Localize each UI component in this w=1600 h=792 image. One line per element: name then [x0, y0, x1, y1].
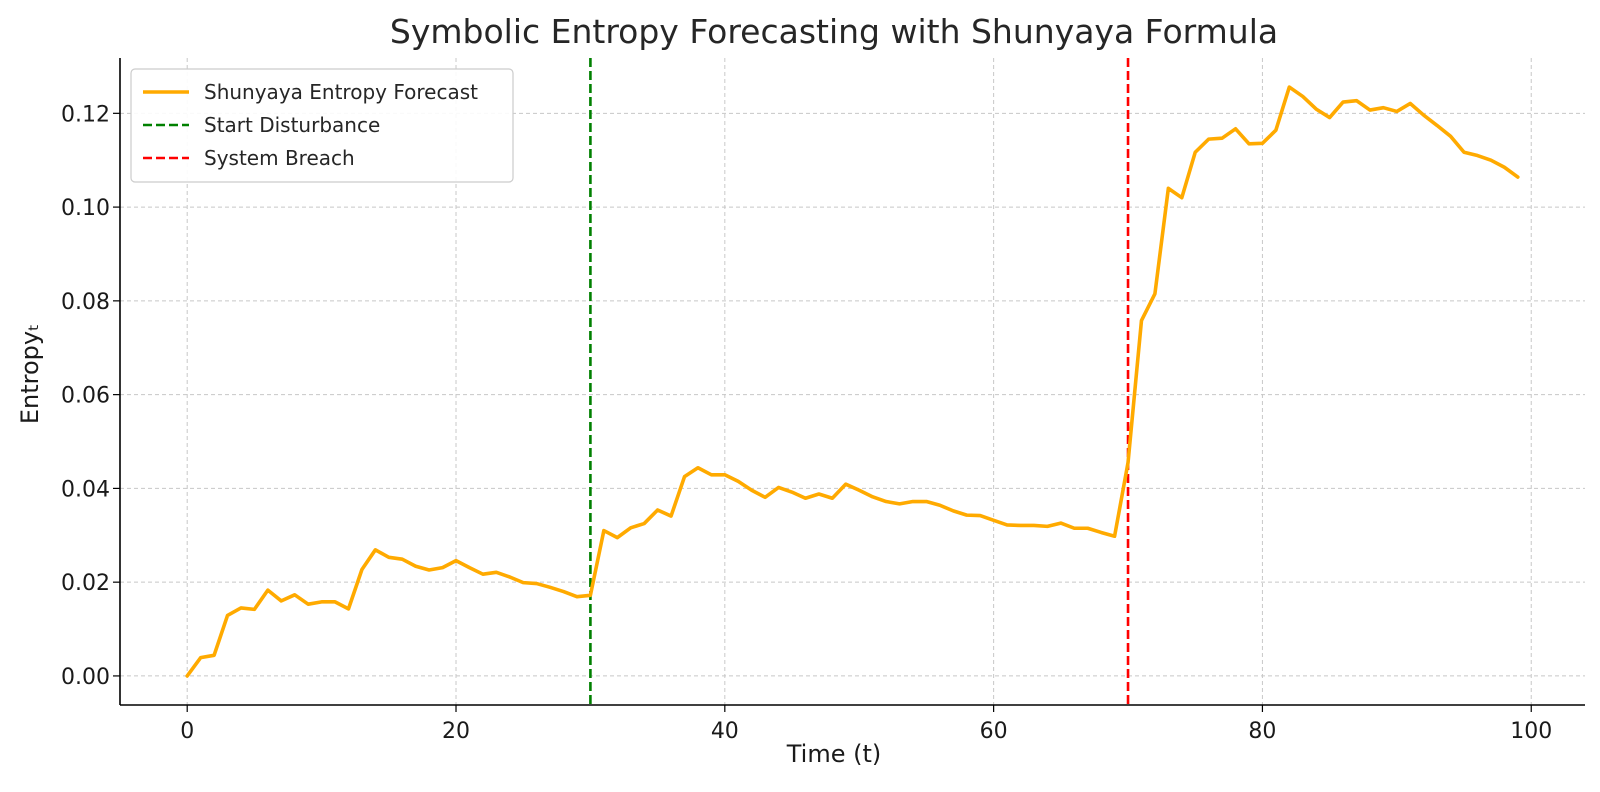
legend-label: System Breach	[204, 146, 355, 170]
axes	[119, 58, 1585, 706]
x-tick-label: 20	[442, 719, 470, 744]
x-tick-label: 100	[1510, 719, 1552, 744]
x-tick-label: 80	[1248, 719, 1276, 744]
y-tick-label: 0.10	[61, 196, 110, 221]
grid	[120, 58, 1585, 705]
ticks: 0 20 40 60 80 100 0.00 0.02 0.04 0.06 0.08 0.10 0.12	[61, 102, 1552, 744]
series-layer	[185, 85, 1520, 678]
legend-label: Shunyaya Entropy Forecast	[204, 80, 478, 104]
x-tick-label: 40	[711, 719, 739, 744]
y-tick-label: 0.08	[61, 290, 110, 315]
series-line-shunyaya-entropy-forecast	[185, 85, 1520, 678]
y-tick-label: 0.04	[61, 477, 110, 502]
y-tick-label: 0.00	[61, 665, 110, 690]
event-lines	[589, 58, 1130, 705]
y-tick-label: 0.12	[61, 102, 110, 127]
legend-box	[130, 68, 514, 183]
chart-title: Symbolic Entropy Forecasting with Shunya…	[390, 12, 1278, 51]
x-tick-label: 60	[980, 719, 1008, 744]
y-tick-label: 0.02	[61, 571, 110, 596]
legend: Shunyaya Entropy Forecast Start Disturban…	[130, 68, 514, 183]
y-axis-title: Entropyₜ	[16, 324, 44, 424]
y-tick-label: 0.06	[61, 384, 110, 409]
x-axis-title: Time (t)	[786, 740, 882, 768]
legend-label: Start Disturbance	[204, 113, 380, 137]
x-tick-label: 0	[180, 719, 194, 744]
